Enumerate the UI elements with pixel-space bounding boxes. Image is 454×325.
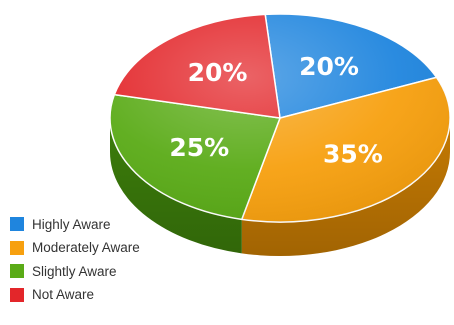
legend-item-not-aware: Not Aware [10,287,140,303]
slice-label-not-aware: 20% [188,58,248,87]
slice-label-moderately-aware: 35% [323,139,383,168]
legend-label: Moderately Aware [32,240,140,255]
legend-swatch-highly-aware [10,217,24,231]
legend-swatch-slightly-aware [10,264,24,278]
slice-label-slightly-aware: 25% [169,133,229,162]
legend-swatch-moderately-aware [10,240,24,255]
legend-label: Highly Aware [32,216,111,232]
slice-label-highly-aware: 20% [299,52,359,81]
legend-item-moderately-aware: Moderately Aware [10,240,140,256]
legend-item-highly-aware: Highly Aware [10,216,140,232]
legend-item-slightly-aware: Slightly Aware [10,263,140,279]
legend-label: Slightly Aware [32,263,117,279]
legend-swatch-not-aware [10,287,24,302]
legend-label: Not Aware [32,287,95,302]
legend: Highly Aware Moderately Aware Slightly A… [10,216,140,310]
